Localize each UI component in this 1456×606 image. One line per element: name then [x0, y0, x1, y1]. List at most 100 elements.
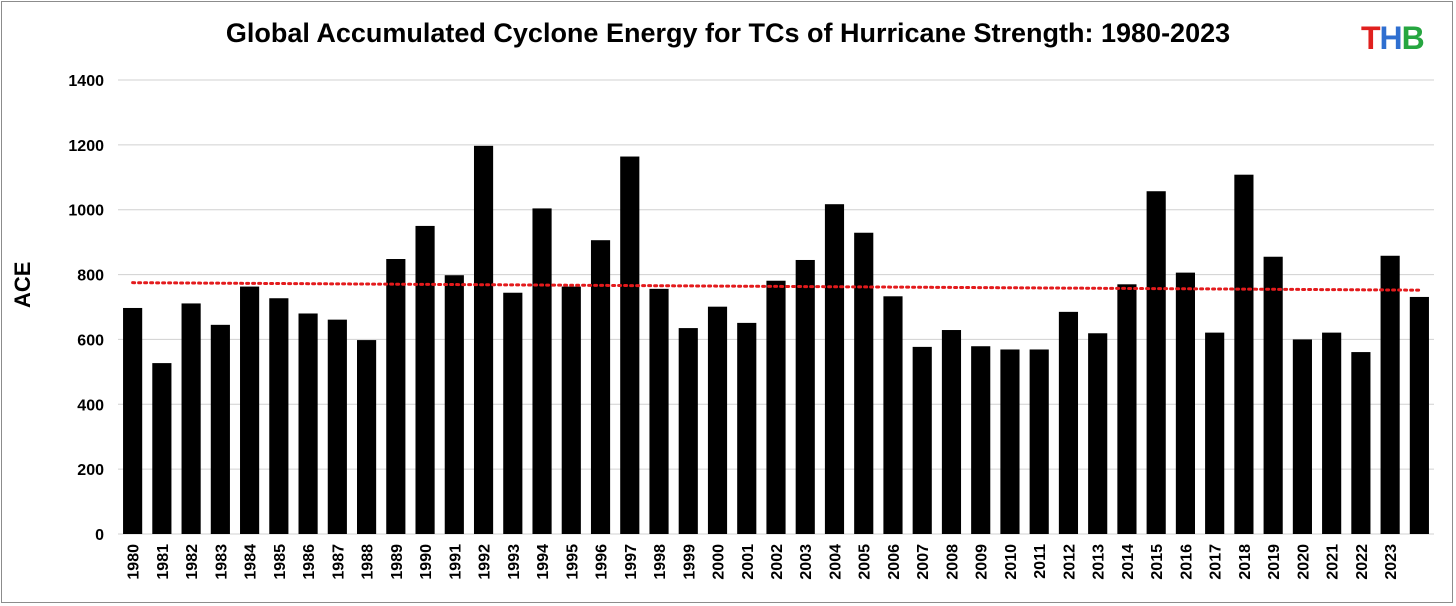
bar [1146, 191, 1166, 535]
x-tick-label: 1991 [447, 544, 464, 580]
bar [941, 330, 962, 534]
bar [1029, 349, 1049, 534]
bar [1322, 332, 1342, 534]
x-tick-label: 2014 [1120, 544, 1137, 580]
x-tick-label: 2016 [1178, 544, 1195, 580]
x-tick-label: 1982 [184, 544, 201, 580]
y-tick-label: 0 [95, 527, 104, 544]
x-tick-label: 2022 [1354, 544, 1371, 580]
x-tick-label: 2002 [769, 544, 786, 580]
bar [123, 307, 143, 534]
bar [590, 240, 611, 534]
bar [795, 259, 815, 534]
bar [1205, 332, 1225, 534]
bar [532, 208, 552, 534]
y-tick-label: 200 [77, 462, 104, 479]
bar [707, 306, 728, 534]
x-tick-label: 2019 [1266, 544, 1283, 580]
bar [1292, 339, 1312, 534]
x-tick-label: 2017 [1208, 544, 1225, 580]
chart-title: Global Accumulated Cyclone Energy for TC… [225, 18, 1231, 48]
bar [883, 296, 903, 534]
logo-letter-t: T [1361, 20, 1381, 56]
x-tick-label: 1984 [243, 544, 260, 580]
bar [503, 292, 523, 534]
logo-letter-b: B [1401, 20, 1425, 56]
x-tick-label: 2004 [827, 544, 844, 580]
x-tick-label: 1986 [301, 544, 318, 580]
bar [357, 340, 377, 534]
bar [678, 328, 698, 534]
y-tick-labels: 0 200 400 600 800 1000 1200 1400 [68, 73, 104, 544]
bar [1175, 272, 1195, 534]
bar [210, 324, 230, 534]
y-tick-label: 1000 [68, 203, 104, 220]
x-tick-label: 1980 [126, 544, 143, 580]
bar [854, 232, 874, 534]
x-tick-label: 1985 [272, 544, 289, 580]
x-tick-label: 1997 [623, 544, 640, 580]
x-tick-label: 1992 [477, 544, 494, 580]
x-tick-label: 2011 [1032, 544, 1049, 579]
x-tick-label: 2010 [1003, 544, 1020, 580]
bar [620, 156, 640, 534]
x-tick-label: 1998 [652, 544, 669, 580]
y-tick-label: 600 [77, 332, 104, 349]
x-tick-label: 1995 [564, 544, 581, 580]
bar [298, 313, 318, 534]
bar [1409, 296, 1429, 534]
x-tick-label: 1993 [506, 544, 523, 580]
x-tick-label: 1981 [155, 544, 172, 580]
x-tick-label: 2006 [886, 544, 903, 580]
x-tick-label: 2008 [944, 544, 961, 580]
bar [327, 319, 347, 534]
y-tick-label: 800 [77, 268, 104, 285]
bar [1351, 352, 1371, 534]
y-tick-label: 1400 [68, 73, 104, 90]
bar [1117, 284, 1137, 534]
trend-line [131, 281, 1421, 292]
x-tick-label: 2023 [1383, 544, 1400, 580]
x-tick-label: 1994 [535, 544, 552, 580]
bar [240, 286, 260, 534]
bar [824, 204, 845, 535]
x-tick-labels: 1980 1981 1982 1983 1984 1985 1986 1987 1988 1989… [126, 544, 1401, 580]
bar [152, 363, 172, 534]
x-tick-label: 1983 [213, 544, 230, 580]
bar [269, 298, 289, 534]
x-tick-label: 1996 [594, 544, 611, 580]
x-tick-label: 2005 [857, 544, 874, 580]
x-tick-label: 2021 [1325, 544, 1342, 580]
bar [971, 346, 991, 534]
x-tick-label: 1987 [330, 544, 347, 580]
bar [181, 303, 201, 534]
bar [766, 280, 786, 534]
bar [1088, 333, 1108, 534]
x-tick-label: 1989 [389, 544, 406, 580]
bar [1234, 174, 1254, 535]
bar [1058, 311, 1079, 534]
bar [1380, 255, 1400, 534]
bars [123, 145, 1429, 535]
bar [473, 145, 494, 534]
x-tick-label: 2009 [974, 544, 991, 580]
bar [415, 225, 435, 534]
x-tick-label: 2001 [740, 544, 757, 580]
x-tick-label: 2012 [1061, 544, 1078, 580]
logo-letter-h: H [1379, 20, 1403, 56]
x-tick-label: 1999 [681, 544, 698, 580]
x-tick-label: 2020 [1295, 544, 1312, 580]
x-tick-label: 1988 [360, 544, 377, 580]
x-tick-label: 2018 [1237, 544, 1254, 580]
x-tick-label: 2000 [711, 544, 728, 580]
x-tick-label: 2015 [1149, 544, 1166, 580]
bar [649, 288, 669, 534]
bar [561, 286, 581, 534]
x-tick-label: 1990 [418, 544, 435, 580]
x-tick-label: 2007 [915, 544, 932, 580]
x-tick-label: 2013 [1091, 544, 1108, 580]
y-tick-label: 1200 [68, 138, 104, 155]
bar [912, 346, 932, 534]
bar [386, 259, 406, 534]
thb-logo: THB [1361, 20, 1425, 57]
